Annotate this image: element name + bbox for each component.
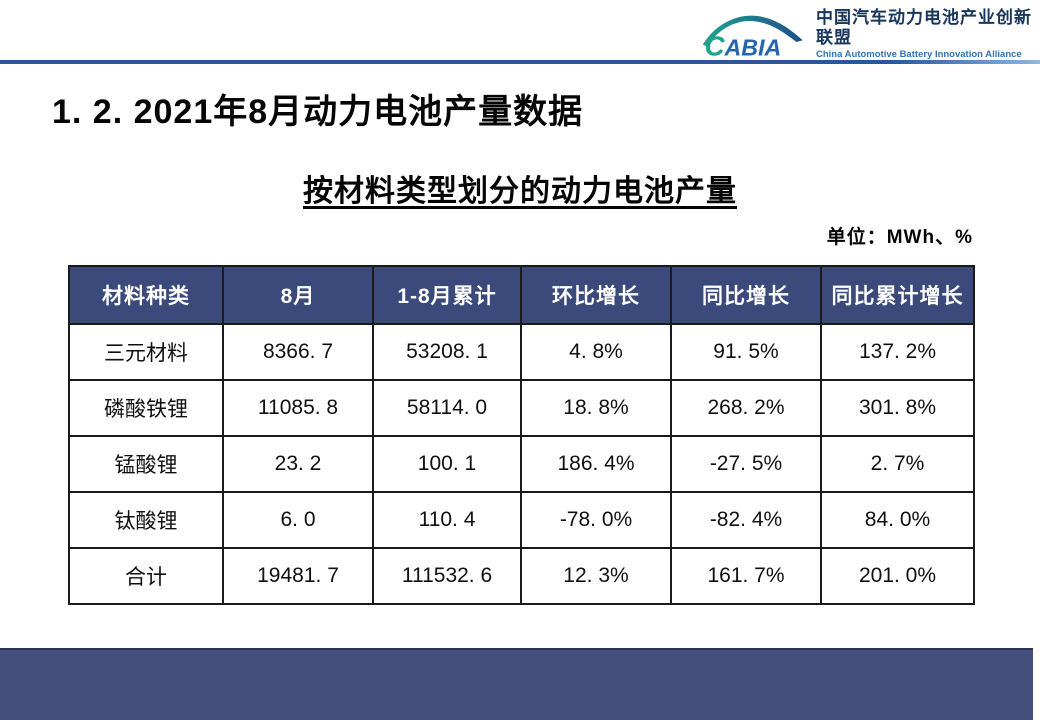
cell-yoy-cum-growth: 201. 0% bbox=[820, 547, 975, 605]
cell-mom-growth: 186. 4% bbox=[520, 435, 672, 493]
cell-yoy-cum-growth: 2. 7% bbox=[820, 435, 975, 493]
cell-august: 19481. 7 bbox=[222, 547, 374, 605]
cell-jan-aug-total: 111532. 6 bbox=[372, 547, 522, 605]
unit-label: 单位：MWh、% bbox=[826, 227, 973, 248]
cell-yoy-growth: 91. 5% bbox=[670, 323, 822, 381]
logo-letter-c: C bbox=[705, 30, 726, 59]
cell-jan-aug-total: 53208. 1 bbox=[372, 323, 522, 381]
cell-mom-growth: 12. 3% bbox=[520, 547, 672, 605]
column-header-jan-aug-total: 1-8月累计 bbox=[372, 265, 522, 325]
battery-production-table: 材料种类 8月 1-8月累计 环比增长 同比增长 同比累计增长 三元材料 836… bbox=[68, 265, 975, 605]
cell-material: 钛酸锂 bbox=[68, 491, 224, 549]
column-header-mom-growth: 环比增长 bbox=[520, 265, 672, 325]
cell-august: 8366. 7 bbox=[222, 323, 374, 381]
cell-yoy-cum-growth: 137. 2% bbox=[820, 323, 975, 381]
page-title: 1. 2. 2021年8月动力电池产量数据 bbox=[52, 93, 584, 131]
cabia-logo: CABIA 中国汽车动力电池产业创新联盟 China Automotive Ba… bbox=[696, 8, 1040, 60]
table-row-lto: 钛酸锂 6. 0 110. 4 -78. 0% -82. 4% 84. 0% bbox=[68, 491, 975, 549]
cell-august: 6. 0 bbox=[222, 491, 374, 549]
column-header-august: 8月 bbox=[222, 265, 374, 325]
cell-jan-aug-total: 110. 4 bbox=[372, 491, 522, 549]
table-row-lfp: 磷酸铁锂 11085. 8 58114. 0 18. 8% 268. 2% 30… bbox=[68, 379, 975, 437]
cell-august: 11085. 8 bbox=[222, 379, 374, 437]
cell-yoy-cum-growth: 301. 8% bbox=[820, 379, 975, 437]
column-header-yoy-cum-growth: 同比累计增长 bbox=[820, 265, 975, 325]
cell-mom-growth: 18. 8% bbox=[520, 379, 672, 437]
logo-name-english: China Automotive Battery Innovation Alli… bbox=[816, 49, 1022, 61]
column-header-yoy-growth: 同比增长 bbox=[670, 265, 822, 325]
logo-letters-abia: ABIA bbox=[724, 34, 782, 59]
cell-mom-growth: -78. 0% bbox=[520, 491, 672, 549]
cell-jan-aug-total: 100. 1 bbox=[372, 435, 522, 493]
cell-august: 23. 2 bbox=[222, 435, 374, 493]
table-row-total: 合计 19481. 7 111532. 6 12. 3% 161. 7% 201… bbox=[68, 547, 975, 605]
cell-material: 磷酸铁锂 bbox=[68, 379, 224, 437]
table-row-ternary: 三元材料 8366. 7 53208. 1 4. 8% 91. 5% 137. … bbox=[68, 323, 975, 381]
cell-mom-growth: 4. 8% bbox=[520, 323, 672, 381]
table-subtitle: 按材料类型划分的动力电池产量 bbox=[303, 175, 737, 208]
cell-material: 锰酸锂 bbox=[68, 435, 224, 493]
cell-material: 合计 bbox=[68, 547, 224, 605]
footer-bar bbox=[0, 648, 1033, 720]
cell-yoy-growth: 161. 7% bbox=[670, 547, 822, 605]
cell-yoy-cum-growth: 84. 0% bbox=[820, 491, 975, 549]
cell-yoy-growth: -27. 5% bbox=[670, 435, 822, 493]
car-swoosh-icon: CABIA bbox=[696, 9, 806, 59]
cell-jan-aug-total: 58114. 0 bbox=[372, 379, 522, 437]
svg-text:CABIA: CABIA bbox=[705, 30, 782, 59]
subtitle-wrap: 按材料类型划分的动力电池产量 bbox=[0, 166, 1040, 210]
table-header-row: 材料种类 8月 1-8月累计 环比增长 同比增长 同比累计增长 bbox=[68, 265, 975, 325]
cell-material: 三元材料 bbox=[68, 323, 224, 381]
header-divider-line bbox=[0, 60, 1040, 64]
table-row-lmo: 锰酸锂 23. 2 100. 1 186. 4% -27. 5% 2. 7% bbox=[68, 435, 975, 493]
cell-yoy-growth: -82. 4% bbox=[670, 491, 822, 549]
logo-names: 中国汽车动力电池产业创新联盟 China Automotive Battery … bbox=[816, 8, 1040, 60]
cell-yoy-growth: 268. 2% bbox=[670, 379, 822, 437]
logo-name-chinese: 中国汽车动力电池产业创新联盟 bbox=[816, 8, 1032, 47]
column-header-material: 材料种类 bbox=[68, 265, 224, 325]
